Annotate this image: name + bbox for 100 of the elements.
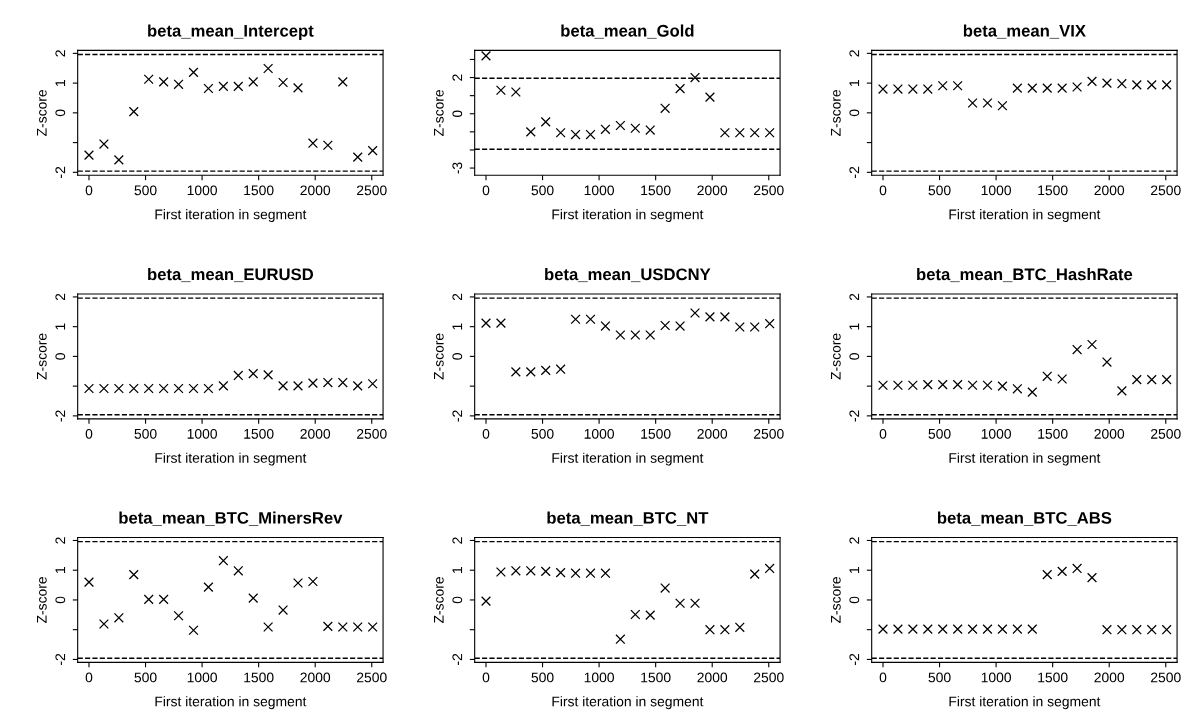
point — [248, 593, 259, 604]
x-tick-label: 2500 — [357, 185, 387, 196]
point — [585, 129, 596, 140]
point — [292, 577, 304, 589]
chart-title: beta_mean_Gold — [561, 24, 694, 39]
y-tick-label: 1 — [849, 567, 860, 574]
y-tick-label: -2 — [452, 653, 463, 665]
point — [278, 605, 289, 616]
point — [218, 380, 229, 391]
point — [143, 74, 154, 85]
y-axis-title: Z-score — [37, 577, 47, 624]
point — [675, 83, 686, 94]
y-tick-label: 0 — [849, 353, 860, 360]
x-tick-label: 0 — [482, 428, 490, 439]
point — [877, 624, 889, 635]
point — [540, 365, 551, 376]
point — [1101, 78, 1112, 89]
point — [352, 380, 363, 391]
x-axis-title: First iteration in segment — [552, 452, 704, 466]
point — [907, 84, 918, 95]
point — [1146, 79, 1157, 90]
y-tick-label: 1 — [55, 567, 66, 574]
point — [352, 621, 363, 633]
point — [997, 381, 1008, 392]
point — [570, 129, 581, 140]
point — [1101, 357, 1112, 368]
x-tick-label: 500 — [134, 672, 157, 683]
point — [689, 307, 701, 319]
point — [233, 565, 244, 576]
point — [585, 568, 596, 579]
point — [203, 83, 214, 94]
y-tick-label: -2 — [452, 410, 463, 422]
point — [1131, 374, 1142, 385]
point — [367, 621, 378, 633]
point — [1027, 387, 1038, 398]
point — [158, 76, 169, 87]
y-tick-label: -2 — [55, 653, 66, 665]
y-axis-title: Z-score — [434, 577, 444, 624]
chart-title: beta_mean_EURUSD — [148, 267, 314, 283]
point — [1116, 385, 1127, 396]
point — [322, 621, 333, 632]
point — [128, 383, 139, 394]
point — [645, 610, 656, 621]
point — [555, 127, 566, 138]
point — [982, 98, 993, 109]
x-tick-label: 500 — [134, 185, 157, 196]
point — [907, 380, 918, 391]
point — [645, 125, 656, 136]
y-tick-label: 2 — [55, 293, 66, 301]
x-tick-label: 1000 — [187, 428, 217, 439]
x-tick-label: 500 — [928, 672, 951, 683]
point — [307, 138, 318, 149]
x-tick-label: 1000 — [584, 185, 615, 196]
x-tick-label: 2500 — [1151, 672, 1181, 683]
chart-title: beta_mean_BTC_HashRate — [917, 267, 1133, 283]
point — [1116, 78, 1127, 89]
point — [660, 103, 671, 114]
point — [278, 77, 289, 88]
point — [83, 577, 95, 588]
point — [128, 106, 139, 117]
point — [967, 624, 978, 635]
x-tick-label: 1000 — [584, 428, 615, 439]
x-tick-label: 2000 — [300, 428, 331, 439]
point — [615, 120, 626, 131]
point — [967, 380, 978, 391]
point — [1087, 339, 1098, 350]
point — [1012, 83, 1023, 94]
point — [734, 622, 745, 633]
point — [704, 92, 715, 103]
chart-title: beta_mean_VIX — [963, 24, 1086, 39]
point — [1116, 624, 1127, 635]
x-axis-title: First iteration in segment — [155, 452, 307, 466]
point — [615, 634, 626, 645]
x-tick-label: 500 — [928, 185, 951, 196]
x-tick-label: 2000 — [300, 672, 331, 683]
point — [203, 383, 214, 394]
point — [630, 329, 641, 341]
y-tick-label: 0 — [849, 596, 860, 604]
point — [630, 123, 641, 134]
x-tick-label: 0 — [482, 672, 490, 683]
point — [600, 568, 611, 579]
x-tick-label: 1500 — [1038, 185, 1068, 196]
point — [922, 624, 933, 635]
y-tick-label: 2 — [849, 537, 860, 544]
point — [128, 569, 139, 580]
point — [98, 619, 109, 630]
point — [1072, 81, 1083, 92]
x-axis-title: First iteration in segment — [552, 696, 704, 710]
y-tick-label: -3 — [452, 162, 463, 174]
point — [1057, 566, 1068, 577]
point — [877, 380, 889, 391]
x-tick-label: 1000 — [981, 428, 1012, 439]
x-tick-label: 1000 — [584, 672, 615, 683]
y-tick-label: 1 — [849, 79, 860, 86]
point — [188, 625, 199, 636]
point — [1057, 373, 1068, 385]
point — [98, 139, 109, 150]
x-tick-label: 2500 — [754, 672, 784, 683]
y-tick-label: 2 — [452, 74, 463, 81]
x-tick-label: 0 — [85, 185, 93, 196]
